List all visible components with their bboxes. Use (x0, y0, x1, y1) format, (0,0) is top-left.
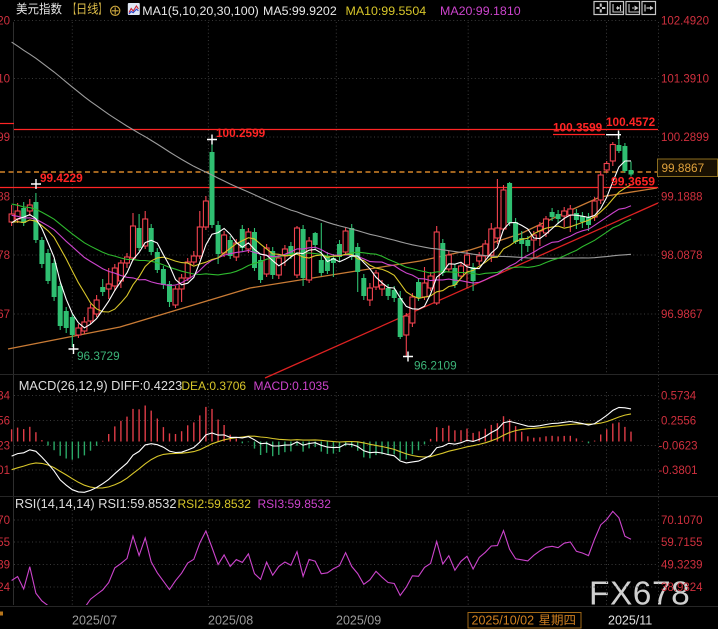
svg-text:RSI2:59.8532: RSI2:59.8532 (178, 497, 252, 511)
svg-text:-0.3801: -0.3801 (659, 465, 698, 477)
svg-text:38.9324: 38.9324 (661, 582, 703, 594)
svg-text:56: 56 (0, 416, 10, 428)
svg-text:59.7155: 59.7155 (661, 537, 703, 549)
svg-text:RSI3:59.8532: RSI3:59.8532 (258, 497, 332, 511)
svg-text:2025/07: 2025/07 (72, 614, 117, 628)
svg-text:RSI(14,14,14) RSI1:59.8532: RSI(14,14,14) RSI1:59.8532 (15, 496, 177, 511)
svg-text:-0.0623: -0.0623 (659, 441, 698, 453)
svg-text:49.3239: 49.3239 (661, 560, 703, 572)
svg-text:MACD:0.1035: MACD:0.1035 (254, 379, 330, 393)
svg-text:96.9867: 96.9867 (661, 309, 703, 321)
svg-text:24: 24 (0, 582, 11, 594)
svg-text:99.8867: 99.8867 (662, 161, 705, 175)
svg-text:101.3910: 101.3910 (661, 74, 709, 86)
svg-text:99.3659: 99.3659 (611, 175, 655, 189)
svg-text:70.1070: 70.1070 (661, 515, 703, 527)
svg-text:0.5734: 0.5734 (661, 391, 697, 403)
svg-text:2025/10/02: 2025/10/02 (472, 614, 535, 628)
svg-text:34: 34 (0, 391, 11, 403)
svg-text:98.0878: 98.0878 (661, 250, 703, 262)
svg-text:MA1(5,10,20,30,100): MA1(5,10,20,30,100) (142, 4, 258, 18)
svg-text:MA20:99.1810: MA20:99.1810 (440, 4, 521, 18)
svg-text:MA10:99.5504: MA10:99.5504 (346, 4, 427, 18)
svg-text:55: 55 (0, 537, 10, 549)
svg-text:70: 70 (0, 515, 10, 527)
svg-text:DEA:0.3706: DEA:0.3706 (181, 379, 246, 393)
svg-text:MA5:99.9202: MA5:99.9202 (263, 4, 337, 18)
svg-text:MACD(26,12,9) DIFF:0.4223: MACD(26,12,9) DIFF:0.4223 (19, 378, 183, 393)
svg-text:96.2109: 96.2109 (414, 359, 457, 373)
svg-text:99: 99 (0, 132, 10, 144)
svg-text:100.2899: 100.2899 (661, 132, 709, 144)
svg-text:2025/09: 2025/09 (336, 614, 381, 628)
svg-text:88: 88 (0, 192, 10, 204)
svg-text:23: 23 (0, 441, 10, 453)
svg-text:100.4572: 100.4572 (606, 115, 656, 129)
svg-text:100.3599: 100.3599 (553, 121, 603, 135)
svg-text:102.4920: 102.4920 (661, 16, 709, 28)
svg-text:0.2556: 0.2556 (661, 416, 696, 428)
svg-text:78: 78 (0, 250, 10, 262)
svg-text:99.1888: 99.1888 (661, 192, 703, 204)
svg-text:10: 10 (0, 74, 10, 86)
svg-text:96.3729: 96.3729 (77, 349, 120, 363)
svg-text:39: 39 (0, 560, 10, 572)
svg-text:67: 67 (0, 309, 10, 321)
svg-text:01: 01 (0, 465, 10, 477)
svg-text:100.2599: 100.2599 (216, 126, 266, 140)
svg-text:2025/08: 2025/08 (208, 614, 253, 628)
svg-text:2025/11: 2025/11 (608, 614, 652, 628)
svg-text:99.4229: 99.4229 (40, 171, 83, 185)
svg-text:20: 20 (0, 16, 10, 28)
